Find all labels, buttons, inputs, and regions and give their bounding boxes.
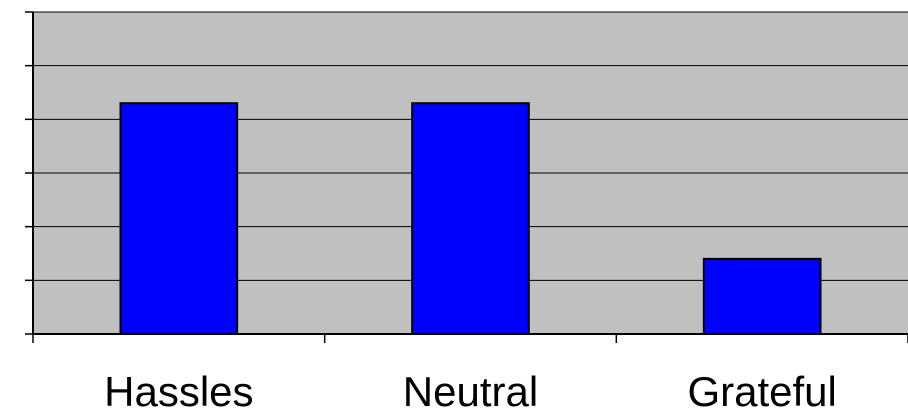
bar-neutral xyxy=(411,102,530,335)
x-tick-label-grateful: Grateful xyxy=(687,368,836,415)
x-tick-labels: Hassles Neutral Grateful xyxy=(104,368,837,415)
bar-grateful xyxy=(702,257,822,335)
y-axis-ticks xyxy=(25,11,33,335)
x-tick-label-neutral: Neutral xyxy=(403,368,538,415)
x-tick-label-hassles: Hassles xyxy=(104,368,253,415)
x-axis-ticks xyxy=(32,334,908,343)
bar-hassles xyxy=(119,102,239,335)
bars xyxy=(119,102,822,335)
